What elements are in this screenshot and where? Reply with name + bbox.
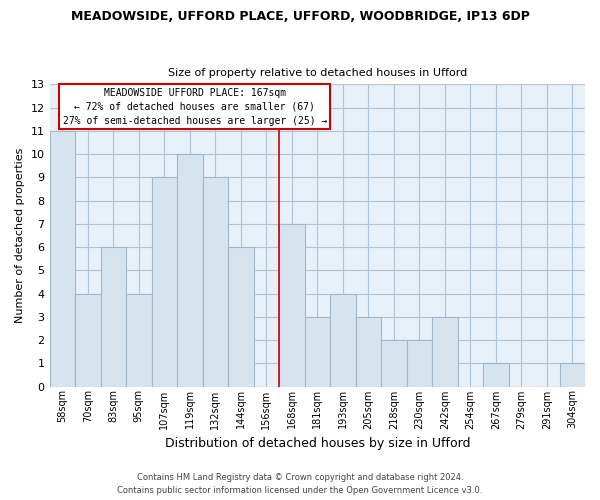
Y-axis label: Number of detached properties: Number of detached properties [15,148,25,323]
Text: MEADOWSIDE UFFORD PLACE: 167sqm
← 72% of detached houses are smaller (67)
27% of: MEADOWSIDE UFFORD PLACE: 167sqm ← 72% of… [62,88,327,126]
Bar [177,154,203,386]
Bar [228,247,254,386]
Bar [407,340,432,386]
Text: MEADOWSIDE, UFFORD PLACE, UFFORD, WOODBRIDGE, IP13 6DP: MEADOWSIDE, UFFORD PLACE, UFFORD, WOODBR… [71,10,529,23]
Bar [330,294,356,386]
Bar [305,317,330,386]
Bar [432,317,458,386]
X-axis label: Distribution of detached houses by size in Ufford: Distribution of detached houses by size … [164,437,470,450]
Text: Contains HM Land Registry data © Crown copyright and database right 2024.
Contai: Contains HM Land Registry data © Crown c… [118,474,482,495]
Bar [152,178,177,386]
Title: Size of property relative to detached houses in Ufford: Size of property relative to detached ho… [167,68,467,78]
Bar [279,224,305,386]
Bar [356,317,381,386]
Bar [203,178,228,386]
Bar [50,131,75,386]
Bar [126,294,152,386]
Bar [75,294,101,386]
Bar [101,247,126,386]
Bar [560,364,585,386]
Bar [483,364,509,386]
Bar [381,340,407,386]
